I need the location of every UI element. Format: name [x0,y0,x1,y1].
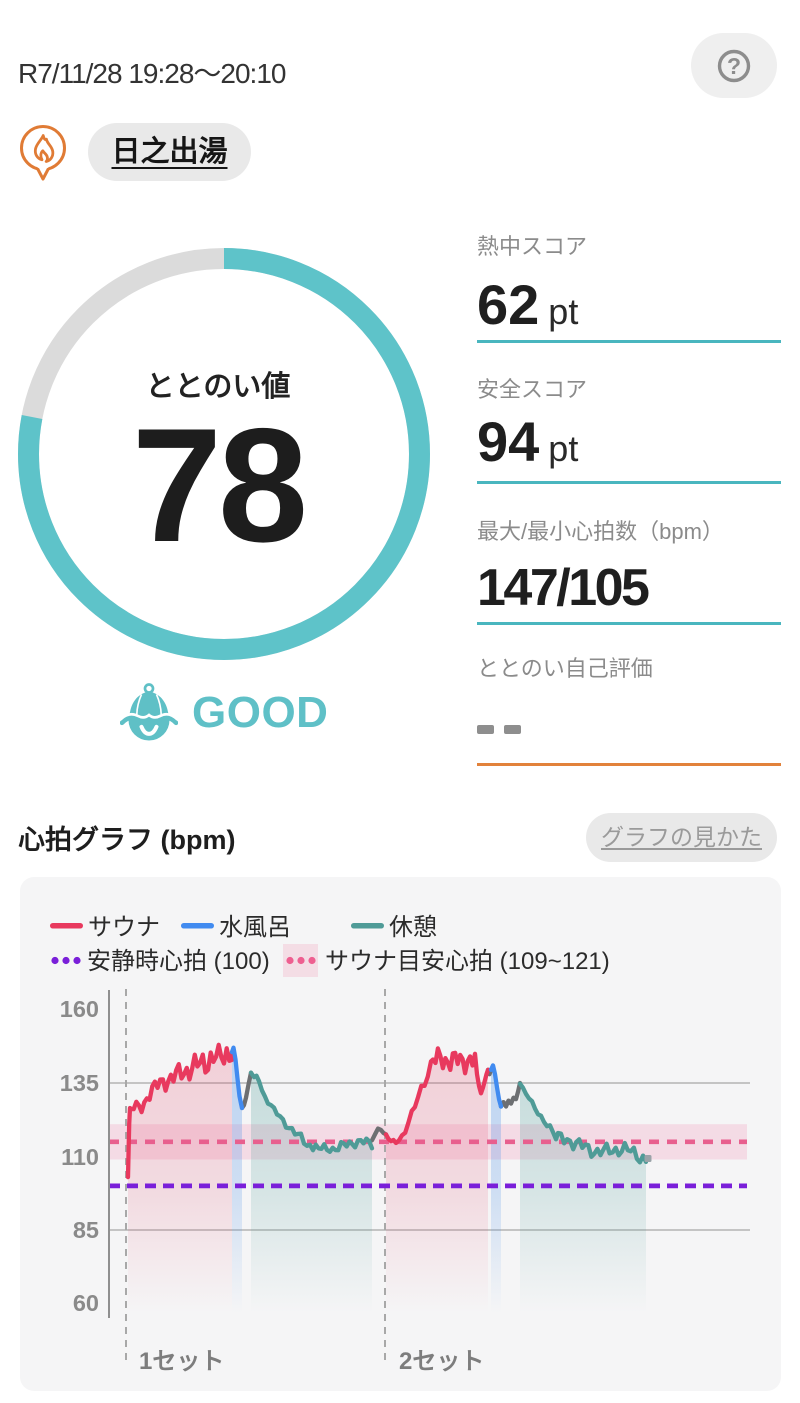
svg-text:水風呂: 水風呂 [219,914,291,941]
svg-text:110: 110 [61,1144,99,1170]
svg-text:160: 160 [60,996,99,1022]
svg-text:サウナ目安心拍 (109~121): サウナ目安心拍 (109~121) [325,948,610,975]
svg-text:60: 60 [73,1290,99,1316]
svg-text:サウナ: サウナ [88,914,160,941]
svg-text:135: 135 [60,1070,99,1096]
svg-text:1セット: 1セット [139,1348,224,1375]
svg-text:安静時心拍 (100): 安静時心拍 (100) [87,948,270,975]
svg-text:2セット: 2セット [399,1348,484,1375]
svg-text:85: 85 [73,1217,99,1243]
svg-text:休憩: 休憩 [389,914,437,941]
svg-text:?: ? [727,53,741,79]
